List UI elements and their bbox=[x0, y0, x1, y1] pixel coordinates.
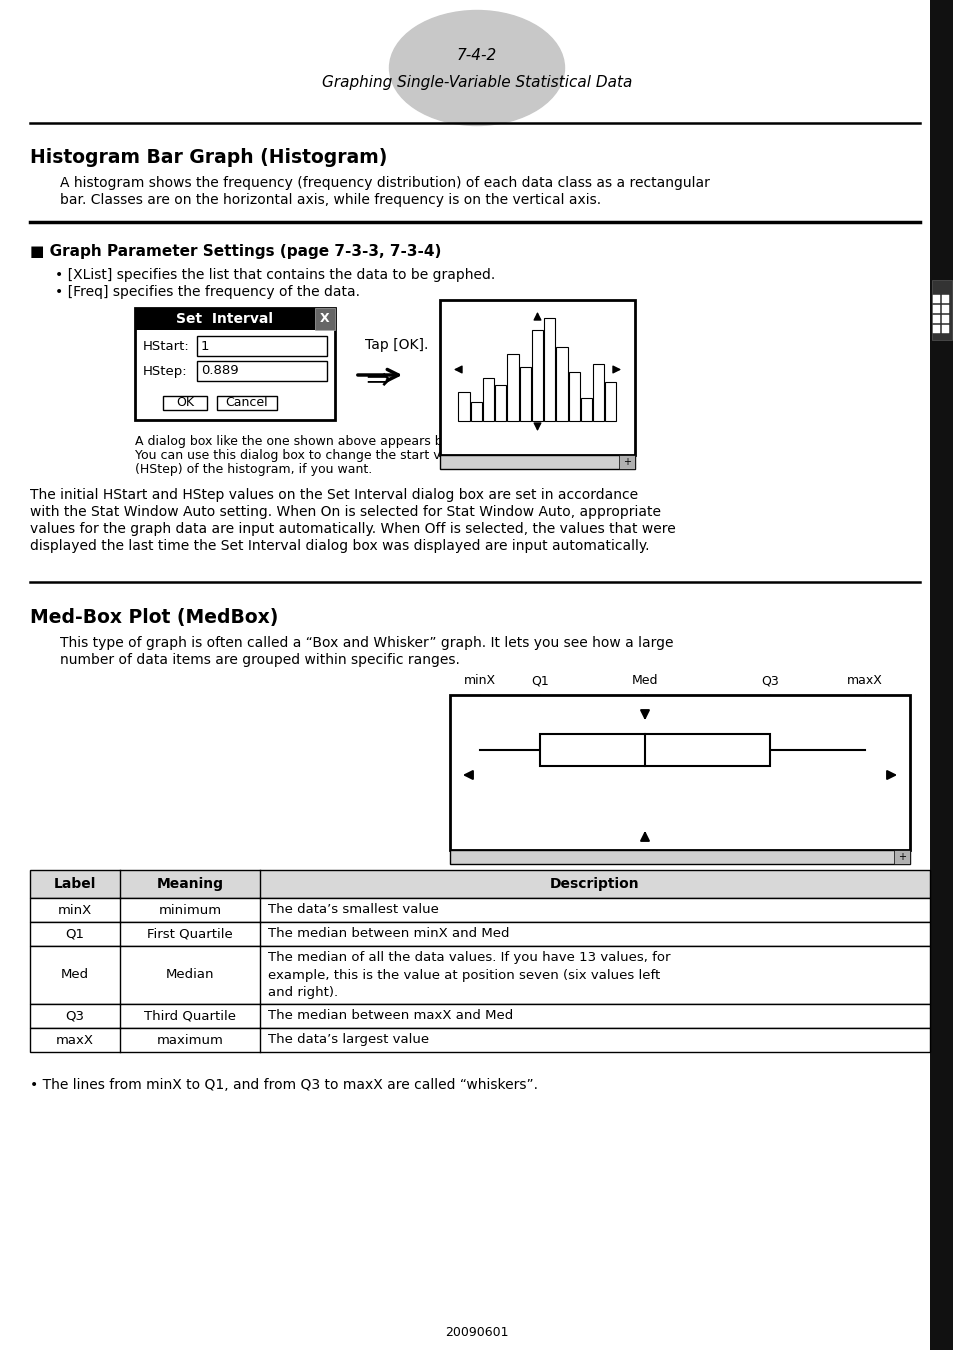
Text: ■ Graph Parameter Settings (page 7-3-3, 7-3-4): ■ Graph Parameter Settings (page 7-3-3, … bbox=[30, 244, 441, 259]
Bar bbox=[450, 850, 909, 864]
Text: The initial HStart and HStep values on the Set Interval dialog box are set in ac: The initial HStart and HStep values on t… bbox=[30, 487, 638, 502]
Ellipse shape bbox=[389, 11, 564, 126]
Bar bbox=[470, 402, 481, 421]
Bar bbox=[482, 378, 494, 421]
Text: Description: Description bbox=[550, 878, 639, 891]
Text: HStart:: HStart: bbox=[143, 339, 190, 352]
Text: • The lines from minX to Q1, and from Q3 to maxX are called “whiskers”.: • The lines from minX to Q1, and from Q3… bbox=[30, 1079, 537, 1092]
Text: minX: minX bbox=[58, 903, 92, 917]
Text: HStep:: HStep: bbox=[143, 364, 188, 378]
Bar bbox=[929, 0, 953, 1350]
Text: values for the graph data are input automatically. When Off is selected, the val: values for the graph data are input auto… bbox=[30, 522, 675, 536]
Text: The median of all the data values. If you have 13 values, for
example, this is t: The median of all the data values. If yo… bbox=[268, 950, 670, 999]
Bar bbox=[216, 396, 276, 410]
Text: maxX: maxX bbox=[846, 674, 882, 687]
Text: Q3: Q3 bbox=[66, 1010, 85, 1022]
Text: Set  Interval: Set Interval bbox=[176, 312, 274, 325]
Text: Q1: Q1 bbox=[531, 674, 548, 687]
Bar bbox=[163, 396, 207, 410]
Text: minimum: minimum bbox=[158, 903, 221, 917]
Text: Histogram Bar Graph (Histogram): Histogram Bar Graph (Histogram) bbox=[30, 148, 387, 167]
Text: +: + bbox=[622, 458, 630, 467]
Text: • [XList] specifies the list that contains the data to be graphed.: • [XList] specifies the list that contai… bbox=[55, 269, 495, 282]
Text: The median between minX and Med: The median between minX and Med bbox=[268, 927, 509, 940]
Text: maximum: maximum bbox=[156, 1034, 223, 1046]
Text: The data’s largest value: The data’s largest value bbox=[268, 1033, 429, 1046]
Bar bbox=[604, 382, 616, 421]
Bar bbox=[30, 869, 929, 898]
Bar bbox=[941, 296, 948, 302]
Bar bbox=[539, 734, 769, 765]
Bar bbox=[932, 325, 939, 333]
Bar bbox=[931, 279, 951, 340]
Bar bbox=[135, 308, 335, 329]
Bar bbox=[932, 315, 939, 323]
Bar bbox=[580, 398, 592, 421]
Bar bbox=[196, 336, 327, 356]
Text: A histogram shows the frequency (frequency distribution) of each data class as a: A histogram shows the frequency (frequen… bbox=[60, 176, 709, 190]
Bar bbox=[458, 392, 469, 421]
Text: 1: 1 bbox=[201, 339, 210, 352]
Text: with the Stat Window Auto setting. When On is selected for Stat Window Auto, app: with the Stat Window Auto setting. When … bbox=[30, 505, 660, 518]
Bar bbox=[941, 315, 948, 323]
Text: Tap [OK].: Tap [OK]. bbox=[365, 338, 428, 352]
Bar bbox=[593, 364, 603, 421]
Text: First Quartile: First Quartile bbox=[147, 927, 233, 941]
Text: A dialog box like the one shown above appears before the graph is drawn.: A dialog box like the one shown above ap… bbox=[135, 435, 600, 448]
Text: Meaning: Meaning bbox=[156, 878, 223, 891]
Bar bbox=[893, 850, 909, 864]
Bar bbox=[941, 325, 948, 333]
Text: 7-4-2: 7-4-2 bbox=[456, 47, 497, 62]
Text: Label: Label bbox=[53, 878, 96, 891]
Text: Graphing Single-Variable Statistical Data: Graphing Single-Variable Statistical Dat… bbox=[321, 76, 632, 90]
Bar bbox=[30, 898, 929, 922]
Bar bbox=[314, 308, 335, 329]
Text: Med: Med bbox=[631, 674, 658, 687]
Text: ⇒: ⇒ bbox=[365, 366, 391, 394]
Bar bbox=[30, 946, 929, 1004]
Bar bbox=[30, 1004, 929, 1027]
Bar bbox=[556, 347, 567, 421]
Bar bbox=[543, 319, 555, 421]
Bar bbox=[932, 305, 939, 313]
Bar bbox=[135, 308, 335, 420]
Text: This type of graph is often called a “Box and Whisker” graph. It lets you see ho: This type of graph is often called a “Bo… bbox=[60, 636, 673, 649]
Bar bbox=[519, 367, 530, 421]
Bar bbox=[568, 371, 579, 421]
Bar bbox=[30, 1027, 929, 1052]
Text: Median: Median bbox=[166, 968, 214, 981]
Text: bar. Classes are on the horizontal axis, while frequency is on the vertical axis: bar. Classes are on the horizontal axis,… bbox=[60, 193, 600, 207]
Bar bbox=[439, 300, 635, 455]
Text: number of data items are grouped within specific ranges.: number of data items are grouped within … bbox=[60, 653, 459, 667]
Bar bbox=[495, 385, 506, 421]
Text: X: X bbox=[320, 312, 330, 325]
Text: You can use this dialog box to change the start value (HStart) and step value: You can use this dialog box to change th… bbox=[135, 450, 618, 462]
Text: Cancel: Cancel bbox=[226, 397, 268, 409]
Text: Q3: Q3 bbox=[760, 674, 778, 687]
Text: minX: minX bbox=[463, 674, 496, 687]
Text: displayed the last time the Set Interval dialog box was displayed are input auto: displayed the last time the Set Interval… bbox=[30, 539, 649, 553]
Text: Med-Box Plot (MedBox): Med-Box Plot (MedBox) bbox=[30, 608, 278, 626]
Text: 0.889: 0.889 bbox=[201, 364, 238, 378]
Text: • [Freq] specifies the frequency of the data.: • [Freq] specifies the frequency of the … bbox=[55, 285, 359, 298]
Bar bbox=[532, 331, 542, 421]
Text: 20090601: 20090601 bbox=[445, 1326, 508, 1338]
Bar bbox=[941, 305, 948, 313]
Bar bbox=[30, 922, 929, 946]
Text: +: + bbox=[897, 852, 905, 863]
Text: Med: Med bbox=[61, 968, 89, 981]
Text: Third Quartile: Third Quartile bbox=[144, 1010, 235, 1022]
Text: The data’s smallest value: The data’s smallest value bbox=[268, 903, 438, 917]
Text: The median between maxX and Med: The median between maxX and Med bbox=[268, 1008, 513, 1022]
Text: (HStep) of the histogram, if you want.: (HStep) of the histogram, if you want. bbox=[135, 463, 372, 477]
Bar bbox=[507, 354, 518, 421]
Bar bbox=[450, 695, 909, 850]
Text: Q1: Q1 bbox=[66, 927, 85, 941]
Bar bbox=[196, 360, 327, 381]
Bar bbox=[932, 296, 939, 302]
Bar bbox=[439, 455, 635, 468]
Text: maxX: maxX bbox=[56, 1034, 94, 1046]
Text: OK: OK bbox=[175, 397, 193, 409]
Bar bbox=[618, 455, 635, 468]
